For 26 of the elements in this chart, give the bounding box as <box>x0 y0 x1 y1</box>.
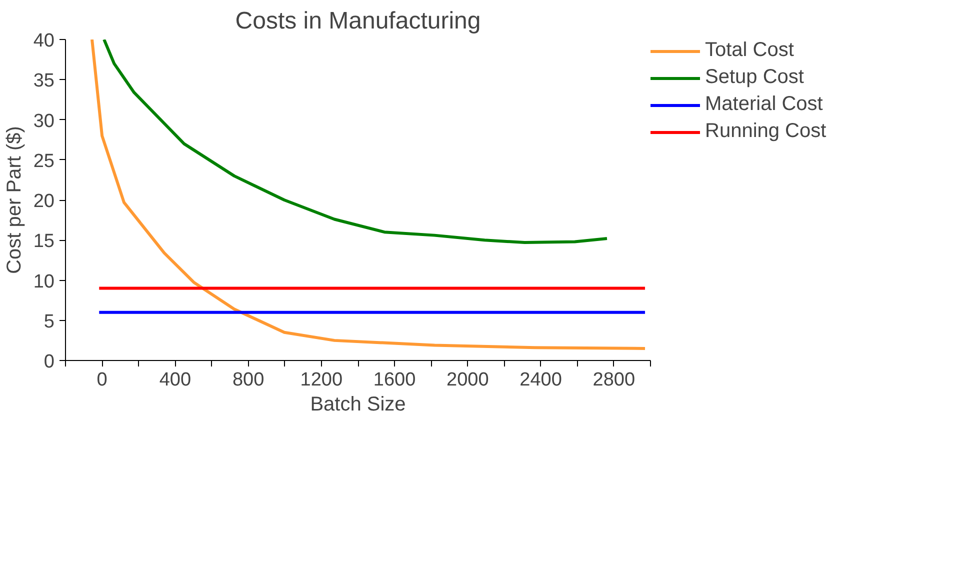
y-axis-title: Cost per Part ($) <box>3 126 26 274</box>
x-tick-label: 1600 <box>373 370 416 390</box>
y-tick-label: 40 <box>33 30 55 52</box>
line-series <box>90 40 647 350</box>
x-tick-label: 2000 <box>446 370 489 390</box>
x-tick-label: 0 <box>96 370 108 390</box>
y-tick-label: 0 <box>44 352 55 372</box>
legend-label: Material Cost <box>705 93 823 116</box>
legend-label: Total Cost <box>705 39 794 62</box>
y-tick-label: 35 <box>33 70 55 92</box>
x-tick-label: 800 <box>232 370 264 390</box>
x-tick-label: 1200 <box>300 370 343 390</box>
y-tick-label: 10 <box>33 271 55 292</box>
y-tick-label: 30 <box>33 110 55 132</box>
x-tick-label: 400 <box>159 370 192 390</box>
line-series <box>102 40 608 244</box>
y-tick-label: 20 <box>33 191 55 212</box>
x-axis-title: Batch Size <box>310 394 406 416</box>
legend-label: Setup Cost <box>705 66 804 89</box>
y-tick-label: 25 <box>33 150 55 172</box>
y-tick-label: 5 <box>44 311 55 332</box>
x-tick-label: 2800 <box>592 370 636 390</box>
y-tick-label: 15 <box>33 231 55 252</box>
x-tick-label: 2400 <box>520 370 562 390</box>
legend-label: Running Cost <box>705 120 826 143</box>
chart-title: Costs in Manufacturing <box>235 8 481 34</box>
